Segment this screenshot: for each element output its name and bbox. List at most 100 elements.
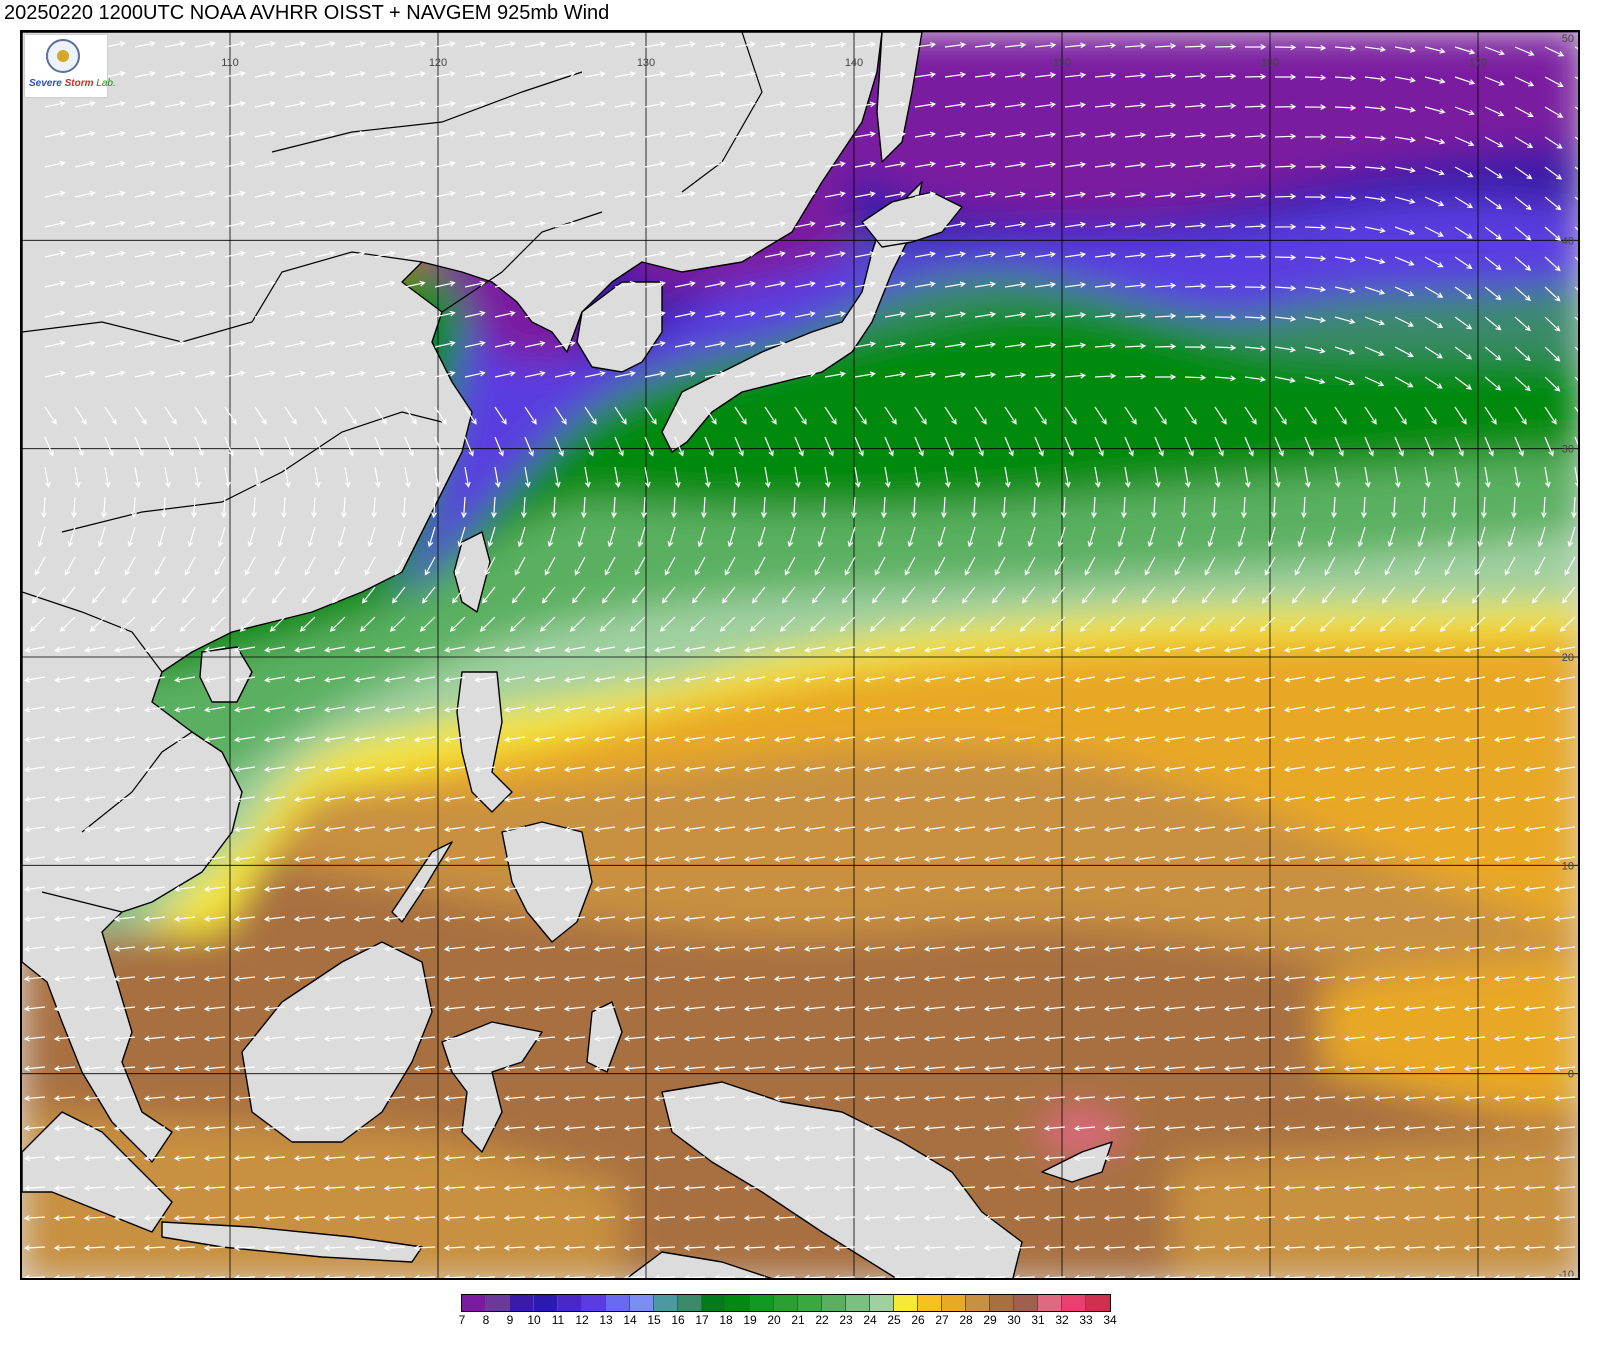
wind-arrow	[383, 916, 406, 922]
wind-arrow	[494, 310, 516, 318]
wind-arrow	[953, 796, 976, 803]
wind-arrow	[1184, 73, 1207, 79]
wind-arrow	[794, 221, 816, 228]
wind-arrow	[1433, 1274, 1456, 1278]
wind-arrow	[503, 945, 526, 952]
wind-arrow	[563, 1035, 586, 1042]
wind-arrow	[1493, 1215, 1516, 1221]
wind-arrow	[623, 975, 646, 982]
wind-arrow	[824, 371, 846, 378]
wind-arrow	[974, 281, 996, 288]
wind-arrow	[464, 190, 486, 198]
wind-arrow	[653, 736, 676, 743]
wind-arrow	[804, 646, 826, 653]
wind-arrow	[134, 250, 156, 258]
wind-arrow	[1313, 1065, 1336, 1072]
wind-arrow	[983, 1125, 1006, 1132]
wind-arrow	[1094, 436, 1104, 457]
wind-arrow	[884, 436, 894, 457]
wind-arrow	[593, 1244, 616, 1251]
wind-arrow	[1394, 286, 1415, 297]
wind-arrow	[803, 1215, 826, 1221]
wind-arrow	[314, 250, 336, 258]
wind-arrow	[1079, 616, 1096, 632]
wind-arrow	[233, 1244, 256, 1251]
wind-arrow	[1034, 251, 1057, 258]
wind-arrow	[1214, 375, 1237, 382]
wind-arrow	[1523, 1125, 1546, 1132]
wind-arrow	[1344, 706, 1366, 713]
wind-arrow	[623, 945, 646, 952]
wind-arrow	[601, 586, 616, 604]
wind-arrow	[1154, 282, 1177, 289]
wind-arrow	[1124, 162, 1147, 168]
wind-arrow	[113, 916, 136, 922]
wind-arrow	[53, 736, 76, 743]
wind-arrow	[1103, 826, 1126, 833]
wind-arrow	[964, 556, 976, 576]
latitude-tick-label: 30	[1562, 444, 1574, 456]
wind-arrow	[833, 1155, 856, 1162]
wind-arrow	[1574, 346, 1578, 351]
wind-arrow	[554, 466, 561, 488]
wind-arrow	[1043, 1095, 1066, 1102]
wind-arrow	[314, 436, 324, 457]
wind-arrow	[773, 975, 796, 982]
wind-arrow	[554, 71, 576, 78]
colorbar-swatch	[750, 1295, 774, 1311]
wind-arrow	[224, 160, 246, 168]
wind-arrow	[683, 856, 706, 863]
wind-arrow	[503, 1095, 526, 1102]
wind-arrow	[1394, 136, 1416, 143]
wind-arrow	[254, 310, 276, 318]
colorbar-swatch	[1086, 1295, 1110, 1311]
wind-arrow	[233, 1274, 256, 1278]
wind-arrow	[854, 221, 876, 228]
wind-arrow	[833, 1035, 856, 1042]
wind-arrow	[1034, 221, 1057, 228]
wind-arrow	[674, 41, 696, 48]
wind-arrow	[484, 556, 496, 576]
wind-arrow	[734, 311, 756, 318]
wind-arrow	[24, 706, 46, 713]
wind-arrow	[143, 1215, 166, 1221]
wind-arrow	[1574, 106, 1578, 110]
wind-arrow	[1124, 406, 1137, 425]
wind-arrow	[1114, 556, 1126, 576]
wind-arrow	[1313, 975, 1336, 982]
wind-arrow	[1223, 1274, 1246, 1278]
wind-arrow	[743, 1215, 766, 1221]
wind-arrow	[533, 796, 556, 803]
wind-arrow	[1013, 886, 1036, 892]
colorbar-swatch	[582, 1295, 606, 1311]
wind-arrow	[1244, 223, 1267, 230]
wind-arrow	[104, 466, 111, 488]
wind-arrow	[593, 1274, 616, 1278]
wind-arrow	[1154, 406, 1167, 425]
wind-arrow	[224, 220, 246, 228]
wind-arrow	[1433, 826, 1456, 833]
wind-arrow	[1163, 1065, 1186, 1072]
wind-arrow	[794, 406, 807, 425]
wind-arrow	[614, 131, 636, 138]
wind-arrow	[443, 1095, 466, 1102]
wind-arrow	[1064, 161, 1087, 168]
wind-arrow	[1034, 161, 1057, 168]
wind-arrow	[1403, 826, 1426, 833]
wind-arrow	[314, 220, 336, 228]
wind-arrow	[404, 436, 414, 457]
wind-arrow	[54, 706, 76, 713]
sst-wind-map[interactable]: 110 120 130 140 150 160 170 50 40 30 20 10 0 -10	[20, 30, 1580, 1280]
wind-arrow	[1454, 346, 1473, 360]
wind-arrow	[101, 496, 107, 519]
wind-arrow	[503, 1244, 526, 1251]
wind-arrow	[1484, 286, 1502, 301]
wind-arrow	[839, 616, 856, 632]
wind-arrow	[504, 646, 526, 653]
wind-arrow	[1244, 345, 1267, 352]
wind-arrow	[1155, 374, 1177, 380]
wind-arrow	[1514, 406, 1527, 425]
wind-arrow	[563, 1125, 586, 1132]
wind-arrow	[1523, 1095, 1546, 1102]
wind-arrow	[173, 975, 196, 982]
